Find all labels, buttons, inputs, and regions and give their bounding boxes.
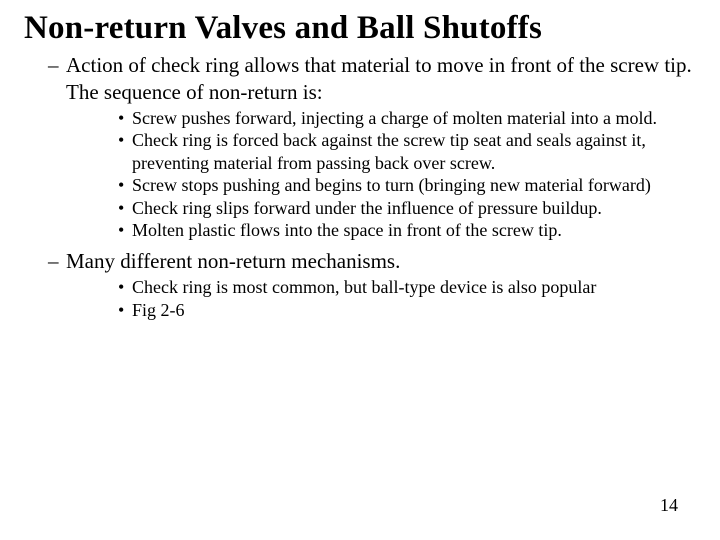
level2-text: Check ring slips forward under the influ… <box>132 197 602 220</box>
slide-title: Non-return Valves and Ball Shutoffs <box>24 10 696 46</box>
level2-item: • Fig 2-6 <box>118 299 696 322</box>
dash-icon: – <box>48 52 66 105</box>
level2-list: • Screw pushes forward, injecting a char… <box>118 107 696 242</box>
slide: Non-return Valves and Ball Shutoffs – Ac… <box>0 0 720 540</box>
bullet-icon: • <box>118 129 132 174</box>
level2-item: • Check ring is forced back against the … <box>118 129 696 174</box>
bullet-icon: • <box>118 219 132 242</box>
level1-text: Action of check ring allows that materia… <box>66 52 696 105</box>
level2-item: • Check ring is most common, but ball-ty… <box>118 276 696 299</box>
level2-item: • Molten plastic flows into the space in… <box>118 219 696 242</box>
level1-item: – Many different non-return mechanisms. <box>48 248 696 274</box>
level1-text: Many different non-return mechanisms. <box>66 248 400 274</box>
level2-text: Screw stops pushing and begins to turn (… <box>132 174 651 197</box>
level2-text: Fig 2-6 <box>132 299 185 322</box>
bullet-icon: • <box>118 107 132 130</box>
level2-text: Screw pushes forward, injecting a charge… <box>132 107 657 130</box>
bullet-icon: • <box>118 174 132 197</box>
level1-list: – Action of check ring allows that mater… <box>48 52 696 321</box>
bullet-icon: • <box>118 299 132 322</box>
level2-item: • Screw pushes forward, injecting a char… <box>118 107 696 130</box>
level2-text: Molten plastic flows into the space in f… <box>132 219 562 242</box>
dash-icon: – <box>48 248 66 274</box>
bullet-icon: • <box>118 276 132 299</box>
bullet-icon: • <box>118 197 132 220</box>
level2-item: • Check ring slips forward under the inf… <box>118 197 696 220</box>
page-number: 14 <box>660 495 678 516</box>
level2-list: • Check ring is most common, but ball-ty… <box>118 276 696 321</box>
level2-text: Check ring is forced back against the sc… <box>132 129 696 174</box>
level2-item: • Screw stops pushing and begins to turn… <box>118 174 696 197</box>
level1-item: – Action of check ring allows that mater… <box>48 52 696 105</box>
level2-text: Check ring is most common, but ball-type… <box>132 276 596 299</box>
